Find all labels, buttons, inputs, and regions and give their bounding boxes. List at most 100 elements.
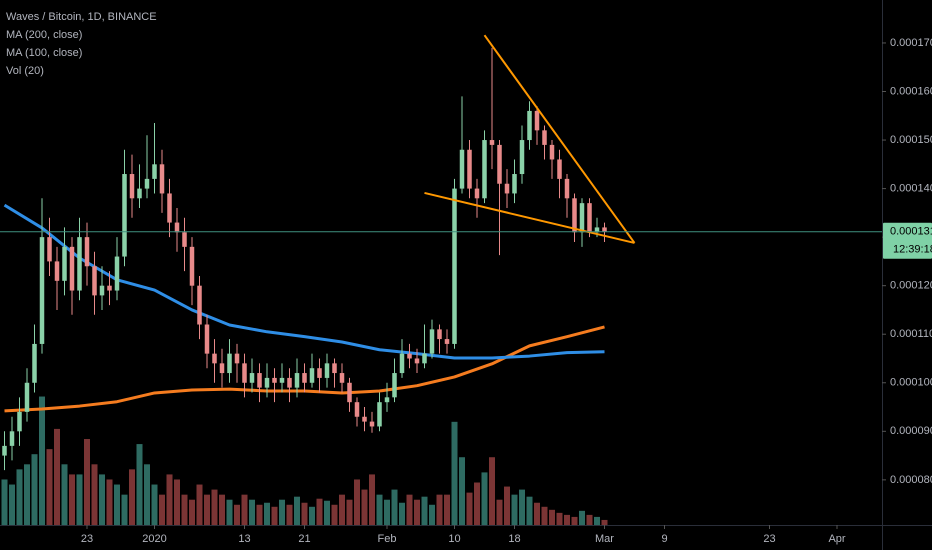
volume-bar — [279, 499, 285, 525]
volume-bar — [91, 464, 98, 525]
candle-body — [384, 397, 390, 403]
candle-body — [392, 373, 397, 398]
candle-body — [587, 203, 592, 233]
volume-bar — [69, 474, 75, 525]
candle-body — [399, 353, 405, 374]
candle-body — [422, 353, 427, 364]
candle-body — [92, 266, 97, 296]
candle-body — [137, 188, 142, 199]
volume-bar — [181, 494, 188, 525]
candle-body — [362, 416, 367, 422]
volume-bar — [346, 499, 353, 525]
candle-body — [234, 353, 240, 364]
volume-bar — [226, 499, 233, 525]
candle-body — [189, 246, 195, 286]
volume-bar — [339, 494, 345, 525]
volume-bar — [376, 494, 383, 525]
candle-body — [84, 237, 90, 267]
candle-body — [152, 164, 157, 179]
volume-bar — [114, 484, 120, 525]
volume-bar — [211, 489, 218, 525]
candle-body — [114, 256, 120, 291]
candle-body — [24, 382, 30, 412]
candle-body — [287, 377, 292, 388]
candle-body — [504, 183, 510, 194]
candle-body — [77, 237, 82, 291]
volume-bar — [504, 486, 510, 525]
candle-body — [579, 203, 585, 233]
volume-bar — [391, 489, 398, 525]
candle-body — [429, 329, 435, 354]
x-tick-label: 10 — [448, 533, 460, 545]
volume-bar — [99, 474, 105, 525]
y-tick-label: 0.0000900 — [890, 425, 932, 437]
candle-body — [219, 363, 225, 374]
countdown: 12:39:18 — [893, 244, 932, 256]
volume-bar — [136, 444, 143, 525]
candle-body — [249, 373, 255, 383]
volume-bar — [1, 479, 8, 525]
volume-bar — [466, 492, 473, 525]
candle-body — [339, 373, 345, 383]
y-tick-label: 0.0001700 — [890, 37, 932, 49]
y-tick-label: 0.0001000 — [890, 377, 932, 389]
candle-body — [557, 159, 562, 179]
moving-average — [3, 203, 605, 360]
candle-body — [32, 343, 37, 383]
candle-body — [602, 227, 607, 232]
volume-bar — [76, 474, 83, 525]
volume-bar — [316, 498, 323, 525]
volume-bar — [436, 494, 443, 525]
volume-bar — [84, 439, 90, 525]
candle-body — [452, 188, 457, 344]
candle-body — [459, 149, 465, 189]
volume-bar — [9, 484, 15, 525]
volume-bar — [586, 514, 593, 525]
candle-body — [2, 445, 7, 456]
x-tick-label: 23 — [763, 533, 775, 545]
y-tick-label: 0.0000800 — [890, 474, 932, 486]
candle-body — [99, 285, 105, 296]
volume-bar — [549, 509, 555, 525]
x-tick-label: 23 — [81, 533, 93, 545]
candle-body — [414, 358, 420, 364]
x-tick-label: 13 — [238, 533, 250, 545]
volume-bar — [324, 500, 330, 525]
volume-bar — [256, 504, 263, 525]
volume-bar — [444, 494, 450, 525]
volume-bar — [526, 496, 533, 525]
volume-bar — [361, 489, 368, 525]
candle-body — [302, 373, 307, 383]
volume-bar — [294, 496, 300, 525]
last-price-label: 0.0001311 — [890, 226, 932, 238]
volume-bar — [474, 482, 480, 525]
candle-body — [542, 130, 547, 145]
volume-bar — [144, 464, 150, 525]
volume-bar — [399, 502, 405, 525]
volume-bar — [601, 519, 608, 525]
volume-bar — [151, 484, 158, 525]
volume-bar — [234, 504, 240, 525]
volume-bar — [519, 489, 525, 525]
candle-body — [47, 237, 52, 262]
candle-body — [572, 198, 577, 233]
x-tick-label: 9 — [661, 533, 667, 545]
candle-body — [212, 353, 217, 364]
volume-bar — [564, 514, 570, 525]
volume-bar — [354, 479, 360, 525]
candle-body — [279, 377, 285, 383]
volume-bar — [489, 457, 495, 525]
volume-bar — [39, 396, 45, 525]
x-tick-label: 18 — [508, 533, 520, 545]
y-tick-label: 0.0001400 — [890, 182, 932, 194]
candle-body — [69, 246, 75, 291]
volume-bar — [159, 494, 165, 525]
candle-body — [497, 144, 502, 184]
candle-body — [62, 246, 67, 281]
volume-bar — [16, 469, 23, 525]
x-tick-label: 21 — [298, 533, 310, 545]
volume-bar — [429, 504, 435, 525]
candle-body — [482, 140, 487, 199]
